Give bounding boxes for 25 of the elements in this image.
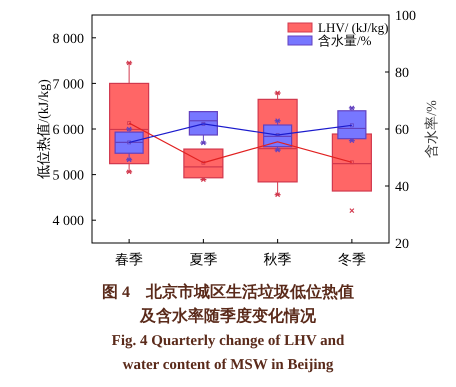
legend: LHV/ (kJ/kg) bbox=[288, 20, 388, 35]
y-axis-title: 低位热值/(kJ/kg) bbox=[36, 78, 52, 179]
text: water content of MSW in Beijing bbox=[122, 357, 334, 373]
x-tick-label: 秋季 bbox=[264, 252, 292, 268]
legend: 含水量/% bbox=[288, 33, 372, 48]
y-tick-label: 7 000 bbox=[52, 77, 84, 92]
caption: 图 4 北京市城区生活垃圾低位热值 bbox=[102, 283, 354, 301]
y2-tick-label: 60 bbox=[395, 123, 409, 138]
y-tick-label: 4 000 bbox=[52, 214, 84, 230]
y-tick-label: 6 000 bbox=[52, 123, 84, 138]
y2-tick-label: 20 bbox=[395, 237, 409, 252]
x-tick-label: 春季 bbox=[115, 252, 144, 268]
y2-tick-label: 80 bbox=[395, 66, 409, 81]
y2-axis-title: 含水率/% bbox=[424, 100, 440, 158]
legend-label: LHV/ (kJ/kg) bbox=[318, 20, 388, 35]
y-tick-label: 5 000 bbox=[52, 168, 84, 184]
x-tick-label: 夏季 bbox=[189, 252, 218, 268]
legend-label: 含水量/% bbox=[318, 33, 372, 48]
y2-tick-label: 40 bbox=[395, 180, 409, 195]
y-tick-label: 8 000 bbox=[52, 32, 84, 47]
y2-tick-label: 100 bbox=[395, 9, 416, 24]
text: 及含水率随季度变化情况 bbox=[139, 306, 317, 325]
x-tick-label: 冬季 bbox=[338, 252, 366, 268]
caption: Fig. 4 Quarterly change of LHV and bbox=[112, 333, 345, 349]
line-series bbox=[128, 122, 352, 164]
